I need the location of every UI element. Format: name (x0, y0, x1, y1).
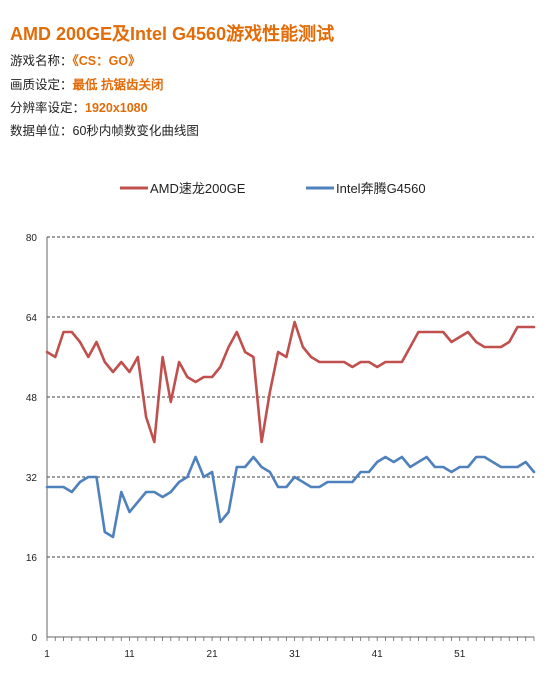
info-quality: 画质设定：最低 抗锯齿关闭 (10, 74, 164, 93)
y-tick-label: 0 (31, 633, 37, 644)
y-tick-label: 48 (26, 393, 38, 404)
info-unit-value: 60秒内帧数变化曲线图 (72, 124, 199, 138)
y-tick-label: 64 (26, 313, 38, 324)
x-tick-label: 21 (207, 649, 219, 660)
x-tick-label: 51 (454, 649, 466, 660)
y-tick-label: 80 (26, 233, 38, 244)
legend-label-amd: AMD速龙200GE (150, 181, 246, 196)
chart-series (45, 320, 536, 539)
info-quality-label: 画质设定： (10, 78, 73, 92)
info-quality-value: 最低 抗锯齿关闭 (72, 78, 164, 92)
x-tick-label: 31 (289, 649, 301, 660)
info-resolution-label: 分辨率设定： (10, 101, 86, 115)
info-resolution-value: 1920x1080 (85, 101, 148, 115)
info-unit: 数据单位：60秒内帧数变化曲线图 (10, 120, 199, 139)
chart-gridlines (47, 236, 534, 558)
chart-legend: AMD速龙200GE Intel奔腾G4560 (120, 181, 426, 196)
x-tick-label: 1 (44, 649, 50, 660)
info-unit-label: 数据单位： (10, 124, 73, 138)
y-tick-label: 32 (26, 473, 38, 484)
y-tick-label: 16 (26, 553, 38, 564)
info-resolution: 分辨率设定：1920x1080 (10, 97, 148, 116)
info-game-label: 游戏名称： (10, 54, 73, 68)
info-game: 游戏名称：《CS：GO》 (10, 50, 141, 69)
chart-axes (46, 237, 535, 641)
series-line-intel (45, 455, 536, 539)
x-tick-label: 41 (372, 649, 384, 660)
page-title: AMD 200GE及Intel G4560游戏性能测试 (10, 24, 335, 44)
info-game-value: 《CS：GO》 (72, 54, 141, 68)
legend-label-intel: Intel奔腾G4560 (336, 181, 426, 196)
x-tick-label: 11 (124, 649, 135, 660)
series-line-amd (45, 320, 536, 444)
